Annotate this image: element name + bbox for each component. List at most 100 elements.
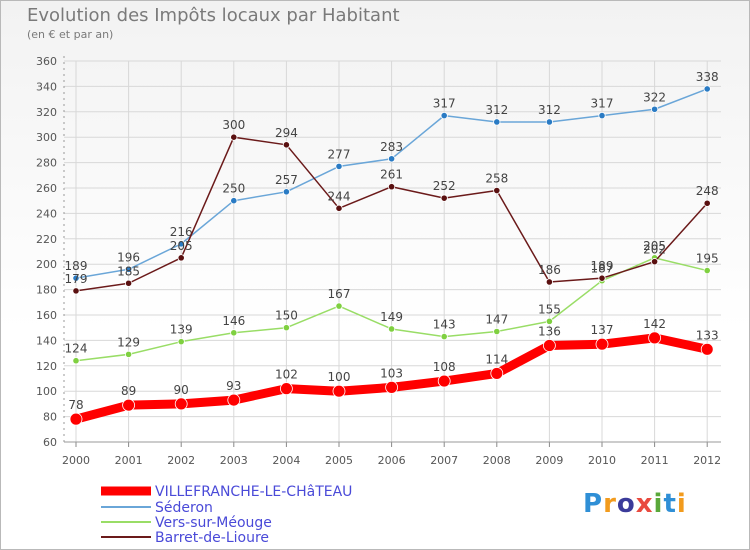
y-tick-label: 260 [36,182,57,195]
data-label: 108 [433,360,456,374]
data-point [335,204,343,212]
data-point [545,317,554,325]
y-tick-label: 340 [36,80,57,93]
data-point [493,118,501,126]
data-point [122,398,135,412]
data-point [703,85,711,93]
data-point [598,274,606,282]
data-point [648,331,661,345]
data-label: 283 [380,140,403,154]
x-tick-label: 2002 [167,454,195,467]
data-label: 78 [68,398,83,412]
x-tick-label: 2007 [430,454,458,467]
data-point [72,274,80,282]
data-point [125,265,133,273]
data-point [543,339,556,352]
y-tick-label: 180 [36,284,57,297]
data-label: 102 [275,368,298,382]
y-tick-label: 300 [36,131,57,144]
data-label: 312 [485,103,508,117]
data-point [177,254,185,262]
chart-subtitle: (en € et par an) [27,28,114,41]
data-point [72,357,80,365]
x-tick-label: 2008 [483,454,511,467]
data-point [335,302,343,310]
data-label: 155 [538,302,561,316]
data-point [598,112,606,120]
legend-label: Barret-de-Lioure [155,530,269,546]
x-tick-label: 2010 [588,454,616,467]
data-point [490,367,504,380]
y-tick-label: 360 [36,55,57,68]
data-label: 294 [275,126,298,140]
data-label: 187 [591,262,614,276]
data-point [703,199,711,207]
data-label: 167 [328,287,351,301]
y-tick-label: 80 [43,411,57,424]
x-tick-label: 2012 [693,454,721,467]
data-point [387,325,396,333]
data-point [72,287,80,295]
x-tick-label: 2000 [62,454,90,467]
logo-letter: x [635,489,654,519]
data-label: 137 [591,323,614,337]
data-point [493,186,501,195]
y-tick-label: 160 [36,309,57,322]
logo-letter: r [603,489,617,519]
y-tick-label: 220 [36,233,57,246]
data-label: 277 [328,147,351,161]
data-point [282,324,290,332]
data-point [440,332,448,341]
data-label: 93 [226,379,241,393]
x-tick-label: 2005 [325,454,353,467]
data-point [650,258,659,266]
y-tick-label: 320 [36,106,57,119]
y-tick-label: 280 [36,157,57,170]
data-label: 257 [275,173,298,187]
data-label: 252 [433,179,456,193]
data-point [545,118,554,126]
x-tick-label: 2009 [535,454,563,467]
logo-letter: P [583,489,604,519]
data-label: 136 [538,324,561,338]
data-label: 189 [65,259,88,273]
data-point [227,393,241,407]
logo-letter: o [616,489,636,519]
y-tick-label: 200 [36,258,57,271]
proxiti-logo: Proxiti [583,489,687,519]
data-point [125,350,133,358]
data-point [440,194,448,202]
data-label: 338 [696,70,719,84]
data-label: 129 [117,335,140,349]
legend-label: Séderon [155,500,213,516]
data-label: 185 [117,264,140,278]
data-label: 205 [643,239,666,253]
x-tick-label: 2006 [378,454,406,467]
data-point [385,380,399,394]
data-label: 100 [328,370,351,384]
data-label: 196 [117,250,140,264]
data-point [595,337,609,351]
data-label: 216 [170,225,193,239]
data-point [387,183,396,191]
y-tick-label: 120 [36,360,57,373]
x-tick-label: 2004 [272,454,300,467]
data-label: 146 [222,314,245,328]
data-label: 186 [538,263,561,277]
legend-label: Vers-sur-Méouge [155,515,272,531]
data-point [230,133,238,141]
data-point [69,412,83,426]
data-point [703,266,711,275]
data-label: 139 [170,323,193,337]
y-tick-label: 140 [36,334,57,347]
data-point [177,338,185,346]
x-tick-label: 2001 [115,454,143,467]
data-point [282,141,290,149]
data-point [230,197,238,205]
data-label: 248 [696,184,719,198]
data-point [493,327,501,336]
data-label: 317 [433,97,456,111]
data-label: 103 [380,366,403,380]
